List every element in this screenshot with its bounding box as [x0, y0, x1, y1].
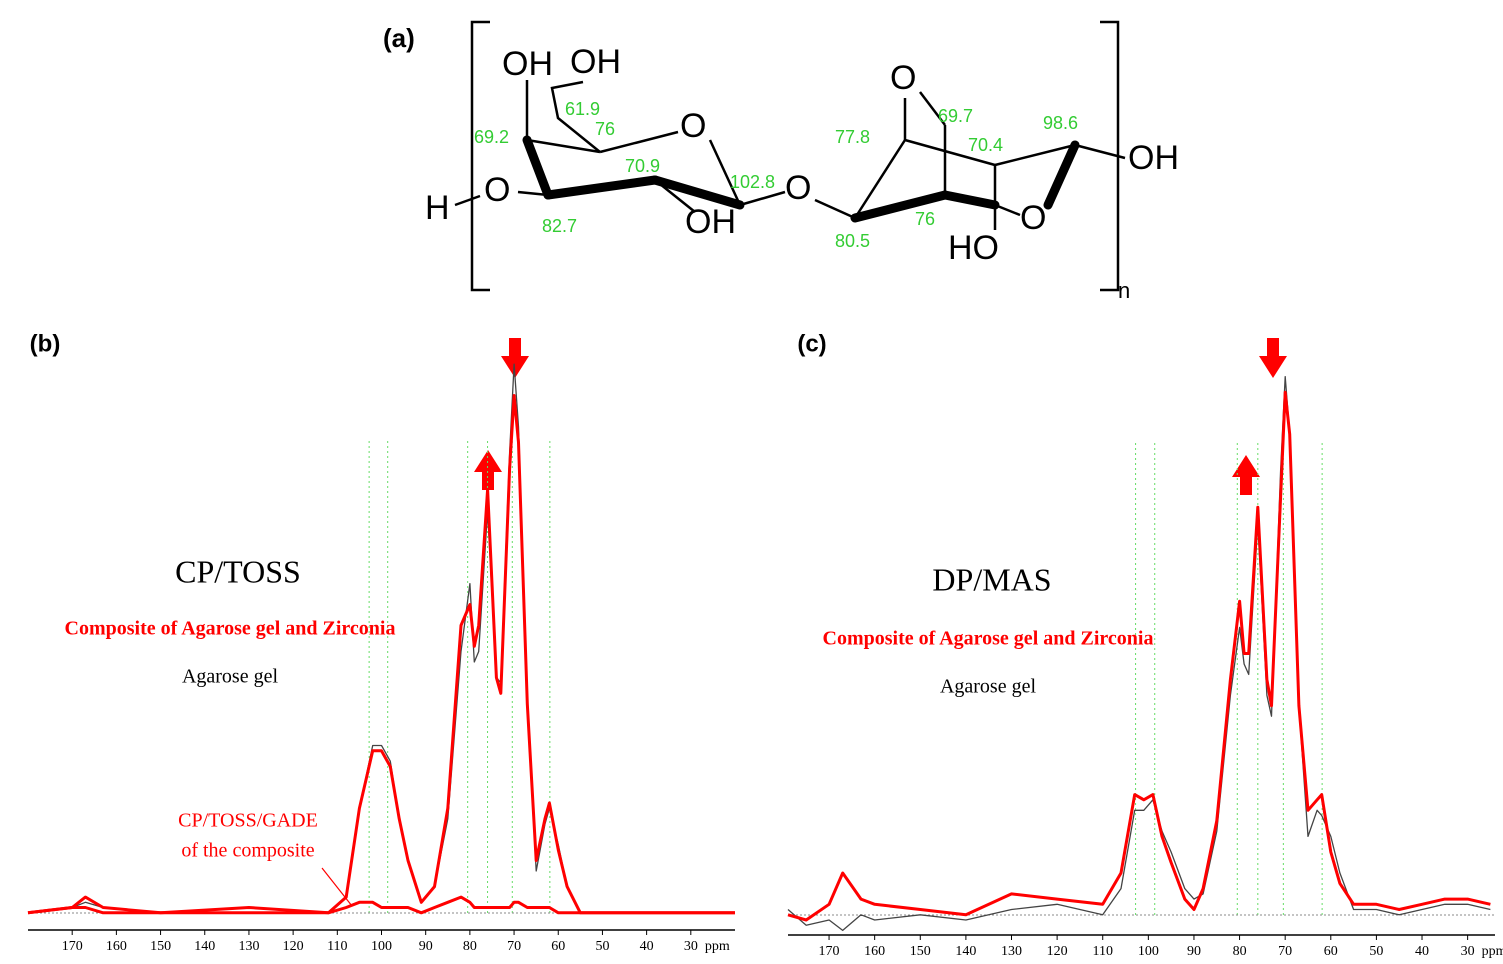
- shift-label: 102.8: [730, 172, 775, 192]
- x-tick-label: 90: [419, 939, 433, 954]
- x-tick-label: 130: [238, 939, 259, 954]
- legend-label: Agarose gel: [182, 666, 279, 688]
- panel-label: (c): [797, 330, 826, 357]
- panel-label: (a): [383, 23, 415, 53]
- structure-bonds: [454, 20, 1126, 292]
- peak-arrows: [474, 338, 1287, 495]
- repeat-label: n: [1118, 278, 1130, 303]
- atom-label: O: [484, 171, 510, 209]
- shift-label: 69.7: [938, 106, 973, 126]
- shift-label: 76: [915, 209, 935, 229]
- shift-label: 61.9: [565, 99, 600, 119]
- atom-label: OH: [502, 45, 553, 83]
- atom-label: O: [785, 169, 811, 207]
- x-tick-label: 90: [1187, 944, 1201, 959]
- legend-label: Composite of Agarose gel and Zirconia: [65, 618, 396, 640]
- x-tick-label: 170: [819, 944, 840, 959]
- x-tick-label: 40: [640, 939, 654, 954]
- x-tick-label: 140: [955, 944, 976, 959]
- x-tick-label: 70: [1278, 944, 1292, 959]
- atom-label: OH: [570, 43, 621, 81]
- x-tick-label: 150: [910, 944, 931, 959]
- chart-title: DP/MAS: [932, 561, 1051, 597]
- x-tick-label: 100: [371, 939, 392, 954]
- x-tick-label: 40: [1415, 944, 1429, 959]
- x-tick-label: 100: [1138, 944, 1159, 959]
- x-tick-label: 110: [1092, 944, 1112, 959]
- x-tick-label: 130: [1001, 944, 1022, 959]
- legend-label: Agarose gel: [940, 676, 1037, 698]
- x-tick-label: 60: [551, 939, 565, 954]
- spectrum-line: [787, 390, 1491, 922]
- shift-label: 76: [595, 119, 615, 139]
- panel-label: (b): [30, 330, 61, 357]
- spectrum-line: [27, 394, 735, 915]
- atom-label: O: [680, 107, 706, 145]
- shift-label: 98.6: [1043, 113, 1078, 133]
- x-tick-label: 140: [194, 939, 215, 954]
- atom-label: OH: [1128, 139, 1179, 177]
- x-tick-label: 60: [1324, 944, 1338, 959]
- x-tick-label: 30: [684, 939, 698, 954]
- spectrum-line: [787, 375, 1491, 932]
- shift-label: 77.8: [835, 127, 870, 147]
- x-tick-label: 50: [595, 939, 609, 954]
- x-tick-label: 170: [62, 939, 83, 954]
- x-tick-label: 80: [463, 939, 477, 954]
- x-tick-label: 120: [1047, 944, 1068, 959]
- legend-label: Composite of Agarose gel and Zirconia: [823, 628, 1154, 650]
- x-tick-label: 160: [106, 939, 127, 954]
- chart-title: CP/TOSS: [175, 553, 301, 589]
- x-tick-label: 30: [1461, 944, 1475, 959]
- annotation: CP/TOSS/GADE: [178, 810, 318, 832]
- shift-label: 70.4: [968, 135, 1003, 155]
- atom-label: O: [890, 59, 916, 97]
- shift-label: 82.7: [542, 216, 577, 236]
- x-tick-label: 160: [864, 944, 885, 959]
- annotation-pointer: [321, 867, 353, 907]
- x-axis-label: ppm: [1482, 944, 1503, 959]
- x-tick-label: 70: [507, 939, 521, 954]
- spectrum-line: [27, 895, 735, 915]
- atom-label: H: [425, 189, 450, 227]
- atom-label: HO: [948, 229, 999, 267]
- annotation: of the composite: [181, 840, 314, 862]
- x-tick-label: 150: [150, 939, 171, 954]
- atom-label: O: [1020, 199, 1046, 237]
- shift-label: 80.5: [835, 231, 870, 251]
- x-tick-label: 110: [327, 939, 347, 954]
- x-tick-label: 120: [283, 939, 304, 954]
- x-tick-label: 80: [1233, 944, 1247, 959]
- x-tick-label: 50: [1369, 944, 1383, 959]
- atom-label: OH: [685, 203, 736, 241]
- shift-label: 69.2: [474, 127, 509, 147]
- shift-label: 70.9: [625, 156, 660, 176]
- x-axis-label: ppm: [705, 939, 730, 954]
